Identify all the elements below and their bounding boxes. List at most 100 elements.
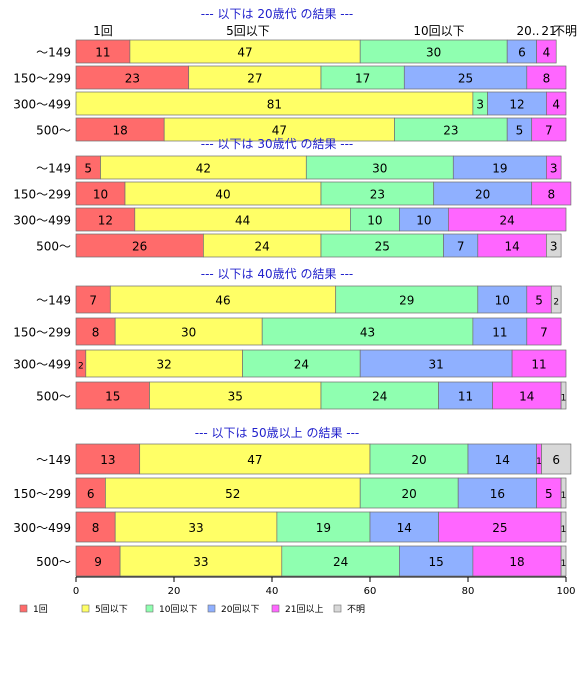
data-label: 16 bbox=[490, 487, 505, 501]
category-label: 150～299 bbox=[13, 72, 71, 86]
bar-segment-不明 bbox=[550, 285, 562, 314]
data-label: 24 bbox=[333, 555, 348, 569]
x-tick-label: 60 bbox=[364, 586, 377, 597]
data-label: 3 bbox=[476, 98, 484, 112]
data-label: 81 bbox=[267, 98, 282, 112]
bar-segment-20回以下 bbox=[472, 317, 528, 346]
data-label: 13 bbox=[100, 453, 115, 467]
data-label: 29 bbox=[399, 294, 414, 308]
bar-segment-20回以下 bbox=[359, 349, 513, 378]
data-label: 20 bbox=[411, 453, 426, 467]
data-label: 23 bbox=[125, 72, 140, 86]
data-label: 35 bbox=[228, 390, 243, 404]
bar-segment-不明 bbox=[560, 545, 567, 577]
bar-segment-5回以下 bbox=[114, 511, 278, 543]
bar-segment-1回 bbox=[75, 285, 111, 314]
data-label: 1 bbox=[561, 559, 567, 569]
category-label: 300～499 bbox=[13, 214, 71, 228]
data-label: 46 bbox=[215, 294, 230, 308]
data-label: 52 bbox=[225, 487, 240, 501]
bar-segment-21回以上 bbox=[511, 349, 567, 378]
data-label: 9 bbox=[94, 555, 102, 569]
bar-segment-10回以下 bbox=[276, 511, 371, 543]
bar-segment-1回 bbox=[75, 317, 116, 346]
bar-segment-5回以下 bbox=[109, 285, 337, 314]
bar-segment-不明 bbox=[546, 233, 562, 258]
data-label: 11 bbox=[458, 390, 473, 404]
bar-segment-5回以下 bbox=[105, 477, 361, 509]
bar-segment-20回以下 bbox=[399, 545, 474, 577]
data-label: 15 bbox=[105, 390, 120, 404]
bar-segment-10回以下 bbox=[369, 443, 469, 475]
data-label: 24 bbox=[294, 358, 309, 372]
data-label: 2 bbox=[553, 298, 559, 308]
data-label: 18 bbox=[112, 124, 127, 138]
legend-swatch bbox=[333, 604, 342, 613]
data-label: 14 bbox=[504, 240, 519, 254]
data-label: 10 bbox=[416, 214, 431, 228]
bar-segment-10回以下 bbox=[242, 349, 361, 378]
data-label: 33 bbox=[188, 521, 203, 535]
legend-label: 10回以下 bbox=[159, 604, 197, 615]
bar-segment-20回以下 bbox=[369, 511, 439, 543]
data-label: 23 bbox=[370, 188, 385, 202]
category-label: 500～ bbox=[36, 124, 71, 138]
data-label: 4 bbox=[543, 46, 551, 60]
data-label: 24 bbox=[372, 390, 387, 404]
x-tick-label: 0 bbox=[73, 586, 79, 597]
data-label: 11 bbox=[531, 358, 546, 372]
legend-item: 5回以下 bbox=[81, 604, 128, 615]
top-label-2: 5回以下 bbox=[226, 24, 270, 38]
data-label: 4 bbox=[552, 98, 560, 112]
bar-segment-21回以上 bbox=[438, 511, 562, 543]
data-label: 30 bbox=[181, 326, 196, 340]
data-label: 6 bbox=[552, 453, 560, 467]
data-label: 32 bbox=[157, 358, 172, 372]
bar-segment-不明 bbox=[560, 511, 567, 543]
data-label: 43 bbox=[360, 326, 375, 340]
x-tick-label: 40 bbox=[266, 586, 279, 597]
bar-segment-21回以上 bbox=[536, 39, 557, 64]
legend-item: 10回以下 bbox=[145, 604, 197, 615]
data-label: 7 bbox=[457, 240, 465, 254]
data-label: 33 bbox=[193, 555, 208, 569]
data-label: 47 bbox=[237, 46, 252, 60]
data-label: 20 bbox=[475, 188, 490, 202]
data-label: 1 bbox=[561, 394, 567, 404]
category-label: ～149 bbox=[36, 294, 71, 308]
data-label: 19 bbox=[316, 521, 331, 535]
category-label: 500～ bbox=[36, 390, 71, 404]
data-label: 24 bbox=[255, 240, 270, 254]
bar-segment-21回以上 bbox=[448, 207, 567, 232]
bar-segment-10回以下 bbox=[261, 317, 474, 346]
bar-segment-20回以下 bbox=[477, 285, 528, 314]
data-label: 30 bbox=[372, 162, 387, 176]
group-title: --- 以下は 40歳代 の結果 --- bbox=[201, 267, 354, 281]
legend: 1回 5回以下 10回以下 20回以下 21回以上 不明 bbox=[19, 604, 365, 615]
data-label: 24 bbox=[500, 214, 515, 228]
bar-segment-20回以下 bbox=[457, 477, 537, 509]
data-label: 5 bbox=[516, 124, 524, 138]
legend-item: 21回以上 bbox=[271, 604, 323, 615]
data-label: 5 bbox=[535, 294, 543, 308]
bar-segment-5回以下 bbox=[119, 545, 283, 577]
data-label: 12 bbox=[509, 98, 524, 112]
data-label: 25 bbox=[375, 240, 390, 254]
data-label: 12 bbox=[98, 214, 113, 228]
bar-segment-21回以上 bbox=[492, 381, 562, 410]
data-label: 47 bbox=[247, 453, 262, 467]
bar-segment-21回以上 bbox=[531, 181, 572, 206]
legend-swatch bbox=[81, 604, 90, 613]
category-label: ～149 bbox=[36, 46, 71, 60]
bar-segment-21回以上 bbox=[536, 477, 562, 509]
legend-label: 不明 bbox=[347, 604, 365, 615]
legend-label: 1回 bbox=[33, 604, 48, 615]
data-label: 10 bbox=[93, 188, 108, 202]
bar-segment-20回以下 bbox=[438, 381, 493, 410]
group-4: --- 以下は 50歳以上 の結果 ---～149 13 47 20 14 1 6150～2… bbox=[13, 426, 572, 577]
data-label: 11 bbox=[492, 326, 507, 340]
legend-label: 5回以下 bbox=[95, 604, 128, 615]
legend-swatch bbox=[271, 604, 280, 613]
